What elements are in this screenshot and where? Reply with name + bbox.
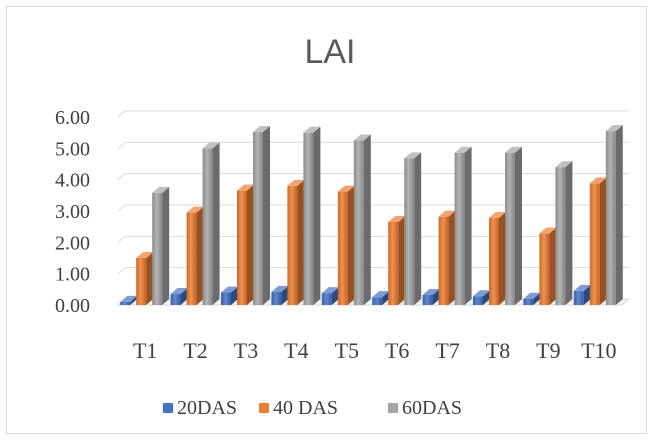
bar	[202, 142, 220, 305]
y-tick-label: 5.00	[55, 138, 90, 160]
bar	[186, 206, 204, 305]
y-tick-label: 1.00	[55, 264, 90, 286]
gridline-depth	[117, 267, 126, 275]
bar	[170, 288, 188, 305]
bar	[473, 290, 490, 305]
y-axis-tick-labels: 0.00 1.00 2.00 3.00 4.00 5.00 6.00	[55, 107, 90, 317]
x-tick-label: T3	[234, 338, 258, 363]
bar	[321, 287, 339, 305]
legend-item: 40 DAS	[259, 397, 338, 419]
x-tick-label: T10	[581, 338, 616, 363]
bar	[422, 288, 440, 305]
legend-label: 40 DAS	[273, 397, 338, 419]
gridline-depth	[117, 173, 126, 181]
bar	[237, 184, 254, 305]
gridline-depth	[117, 204, 126, 212]
bar	[337, 185, 355, 305]
bar	[253, 126, 270, 305]
bar	[555, 161, 573, 305]
bar	[523, 292, 541, 305]
gridline-depth	[117, 235, 126, 243]
bar	[505, 146, 522, 305]
legend-swatch	[163, 403, 173, 413]
x-tick-label: T4	[284, 338, 308, 363]
x-axis-tick-labels: T1 T2 T3 T4 T5 T6 T7 T8 T9 T10	[133, 338, 617, 363]
bar	[303, 126, 321, 306]
x-tick-label: T9	[536, 338, 560, 363]
chart-area	[6, 6, 647, 434]
bar	[404, 152, 422, 305]
bar	[438, 210, 456, 305]
x-tick-label: T1	[133, 338, 157, 363]
legend-label: 20DAS	[177, 397, 237, 419]
x-tick-label: T8	[486, 338, 510, 363]
legend-label: 60DAS	[402, 397, 462, 419]
bar	[539, 227, 557, 305]
gridline-depth	[117, 110, 126, 118]
bar	[221, 286, 238, 305]
bar	[152, 186, 170, 305]
bar	[120, 295, 138, 305]
y-tick-label: 4.00	[55, 170, 90, 192]
legend-swatch	[388, 403, 398, 413]
bar	[271, 285, 289, 305]
bar	[589, 177, 607, 305]
legend-swatch	[259, 403, 269, 413]
y-tick-label: 0.00	[55, 295, 90, 317]
legend-item: 20DAS	[163, 397, 237, 419]
x-tick-label: T7	[435, 338, 459, 363]
gridline-depth	[117, 141, 126, 149]
bar	[489, 211, 506, 305]
legend-item: 60DAS	[388, 397, 462, 419]
y-tick-label: 3.00	[55, 201, 90, 223]
bars	[120, 125, 623, 306]
bar	[388, 215, 406, 305]
bar	[605, 125, 623, 305]
bar	[136, 252, 154, 305]
x-tick-label: T6	[385, 338, 409, 363]
bar	[372, 291, 390, 305]
bar	[573, 284, 591, 305]
bar	[353, 134, 371, 305]
y-tick-label: 6.00	[55, 107, 90, 129]
bar	[454, 146, 472, 305]
bar	[287, 179, 305, 305]
chart-title: LAI	[304, 33, 355, 71]
x-tick-label: T2	[183, 338, 207, 363]
y-tick-label: 2.00	[55, 232, 90, 254]
legend: 20DAS 40 DAS 60DAS	[163, 397, 462, 419]
x-tick-label: T5	[335, 338, 359, 363]
